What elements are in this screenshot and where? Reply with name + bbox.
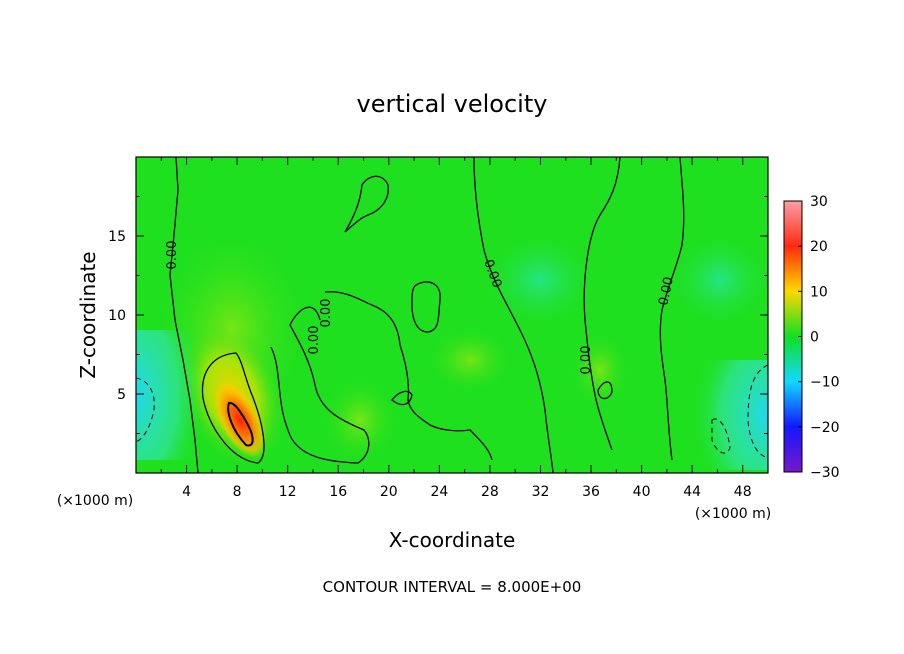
colorbar-tick-label: −30 [810, 465, 840, 481]
x-tick-label: 16 [329, 484, 347, 500]
x-tick-label: 48 [734, 484, 752, 500]
y-tick-label: 15 [108, 229, 126, 245]
colorbar: 30 20 10 0 −10 −20 −30 [783, 194, 840, 481]
x-tick-label: 40 [633, 484, 651, 500]
heatmap-warm-patch [425, 325, 515, 395]
y-axis-label: Z-coordinate [76, 251, 100, 378]
colorbar-gradient [784, 201, 802, 472]
heatmap-warm-patch [570, 330, 630, 410]
x-tick-label: 44 [683, 484, 701, 500]
contour-line [411, 281, 441, 333]
x-tick-label: 24 [430, 484, 448, 500]
heatmap-cool-patch [665, 230, 768, 330]
x-tick-label: 36 [582, 484, 600, 500]
colorbar-tick-label: 20 [810, 239, 828, 255]
contour-line-negative [136, 377, 155, 443]
colorbar-tick-label: −20 [810, 420, 840, 436]
contour-lines [169, 157, 685, 473]
contour-line [344, 175, 389, 233]
colorbar-tick-label: 30 [810, 194, 828, 210]
heatmap-warm-patch [320, 375, 400, 465]
colorbar-tick-label: 0 [810, 330, 819, 346]
contour-label: 0.00 [307, 326, 322, 355]
x-unit-label-left: (×1000 m) [57, 493, 133, 509]
x-tick-label: 28 [481, 484, 499, 500]
contour-line [201, 352, 265, 464]
x-tick-label: 32 [532, 484, 550, 500]
x-unit-label-right: (×1000 m) [695, 506, 771, 522]
colorbar-tick-label: −10 [810, 375, 840, 391]
colorbar-tick-label: 10 [810, 284, 828, 300]
y-axis-ticks: 5 10 15 [108, 196, 768, 434]
contour-interval-note: CONTOUR INTERVAL = 8.000E+00 [323, 578, 582, 596]
x-tick-label: 4 [182, 484, 191, 500]
heatmap-cool-patch [480, 230, 600, 330]
contour-line-negative [711, 418, 731, 454]
contour-line [659, 157, 685, 461]
contour-line [270, 306, 370, 464]
contour-line [169, 157, 199, 473]
x-axis-label: X-coordinate [389, 528, 516, 552]
heatmap-right-downdraft [690, 360, 768, 470]
contour-line [391, 390, 413, 406]
contour-line [597, 381, 613, 400]
contour-label: 0.00 [165, 241, 180, 270]
y-tick-label: 5 [117, 387, 126, 403]
contour-line [324, 291, 493, 461]
heatmap-field [136, 157, 768, 473]
contour-label: 0.00 [656, 276, 677, 307]
contour-label: 0.00 [319, 299, 334, 328]
contour-line [473, 157, 554, 473]
x-tick-label: 8 [233, 484, 242, 500]
contour-line [583, 157, 621, 451]
x-axis-ticks: 4 8 12 16 20 24 28 32 36 40 44 48 [160, 157, 752, 500]
contour-label: 0.00 [579, 346, 594, 375]
colorbar-ticks: 30 20 10 0 −10 −20 −30 [798, 194, 840, 481]
contour-dashed-lines [136, 364, 768, 459]
chart-title: vertical velocity [357, 90, 548, 118]
x-tick-label: 12 [279, 484, 297, 500]
y-tick-label: 10 [108, 308, 126, 324]
x-tick-label: 20 [380, 484, 398, 500]
contour-line [227, 401, 254, 447]
